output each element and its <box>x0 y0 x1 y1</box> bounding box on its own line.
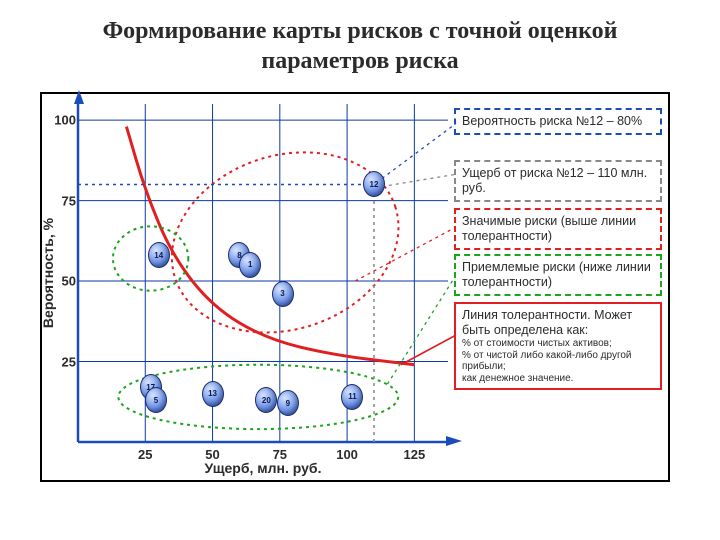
y-tick: 25 <box>48 354 76 369</box>
plot-region: Вероятность, % Ущерб, млн. руб. 25507510… <box>78 104 448 442</box>
risk-point-1: 1 <box>239 252 261 278</box>
x-tick: 125 <box>404 447 426 462</box>
x-axis-arrow <box>446 436 462 446</box>
damage-box: Ущерб от риска №12 – 110 млн. руб. <box>454 160 662 202</box>
risk-point-13: 13 <box>202 381 224 407</box>
prob-box-text: Вероятность риска №12 – 80% <box>462 114 654 129</box>
x-tick: 100 <box>336 447 358 462</box>
tolerance-curve <box>126 127 414 365</box>
acceptable-box-text: Приемлемые риски (ниже линии толерантнос… <box>462 260 654 290</box>
y-tick: 75 <box>48 193 76 208</box>
risk-point-11: 11 <box>341 384 363 410</box>
risk-point-3: 3 <box>272 281 294 307</box>
significant-risks-ellipse <box>148 124 422 361</box>
risk-point-14: 14 <box>148 242 170 268</box>
y-tick: 100 <box>48 113 76 128</box>
significant-box-text: Значимые риски (выше линии толерантности… <box>462 214 654 244</box>
tolerance-box-text: Линия толерантности. Может быть определе… <box>462 308 654 338</box>
page-title: Формирование карты рисков с точной оценк… <box>0 0 720 84</box>
tolerance-box-subtext: % от стоимости чистых активов;% от чисто… <box>462 338 654 384</box>
y-axis-arrow <box>74 90 84 106</box>
acceptable-box: Приемлемые риски (ниже линии толерантнос… <box>454 254 662 296</box>
risk-point-5: 5 <box>145 387 167 413</box>
x-tick: 50 <box>205 447 219 462</box>
damage-box-text: Ущерб от риска №12 – 110 млн. руб. <box>462 166 654 196</box>
significant-box: Значимые риски (выше линии толерантности… <box>454 208 662 250</box>
risk-point-20: 20 <box>255 387 277 413</box>
risk-point-9: 9 <box>277 390 299 416</box>
x-axis-label: Ущерб, млн. руб. <box>205 460 322 476</box>
y-tick: 50 <box>48 274 76 289</box>
x-tick: 75 <box>273 447 287 462</box>
prob-box: Вероятность риска №12 – 80% <box>454 108 662 135</box>
risk-map-chart: Вероятность, % Ущерб, млн. руб. 25507510… <box>40 92 670 482</box>
tolerance-box: Линия толерантности. Может быть определе… <box>454 302 662 390</box>
risk-point-12: 12 <box>363 171 385 197</box>
x-tick: 25 <box>138 447 152 462</box>
